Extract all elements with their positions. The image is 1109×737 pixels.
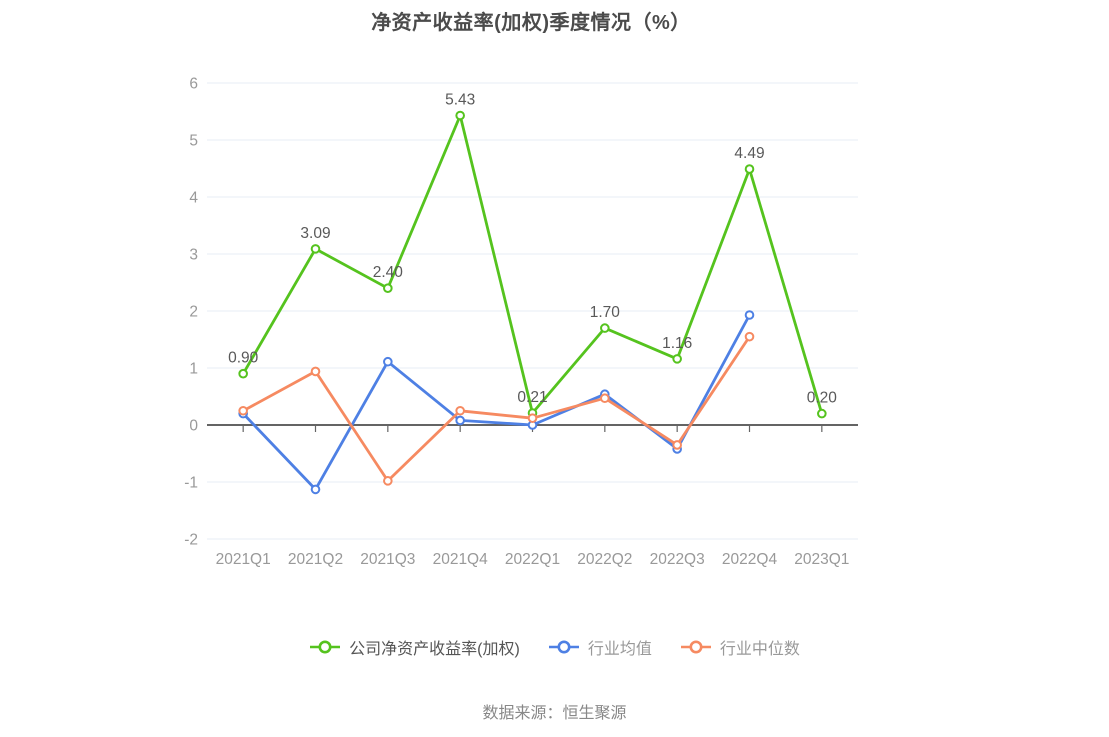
data-point-marker bbox=[456, 112, 464, 120]
line-chart: -2 -1 0 1 2 3 4 5 6 2021Q1 2021Q2 2021Q3 2021Q4 2022Q… bbox=[0, 0, 1109, 600]
data-point-marker bbox=[746, 311, 754, 319]
data-point-label: 5.43 bbox=[445, 91, 475, 108]
y-axis-label: 1 bbox=[189, 361, 198, 378]
y-axis-label: 5 bbox=[189, 133, 198, 150]
data-point-marker bbox=[456, 407, 464, 415]
x-axis-label: 2021Q2 bbox=[288, 551, 343, 568]
data-point-marker bbox=[312, 245, 320, 253]
data-point-label: 3.09 bbox=[300, 225, 330, 242]
y-axis-label: 3 bbox=[189, 247, 198, 264]
data-point-label: 0.21 bbox=[517, 389, 547, 406]
data-point-label: 1.70 bbox=[590, 304, 621, 321]
x-axis-label: 2021Q3 bbox=[360, 551, 415, 568]
data-point-marker bbox=[818, 410, 826, 418]
data-point-marker bbox=[312, 486, 320, 494]
data-point-marker bbox=[384, 358, 392, 366]
data-source: 数据来源：恒生聚源 bbox=[0, 699, 1109, 723]
data-point-label: 1.16 bbox=[662, 335, 692, 352]
data-point-marker bbox=[746, 165, 754, 173]
y-axis-label: 6 bbox=[189, 76, 198, 93]
x-axis-label: 2023Q1 bbox=[794, 551, 849, 568]
legend-marker-circle bbox=[559, 642, 569, 652]
data-point-marker bbox=[746, 333, 754, 341]
legend-marker-circle bbox=[320, 642, 330, 652]
x-axis-label: 2021Q4 bbox=[433, 551, 489, 568]
x-axis-label: 2022Q4 bbox=[722, 551, 778, 568]
data-point-label: 2.40 bbox=[373, 264, 404, 281]
y-axis-label: -2 bbox=[184, 532, 198, 549]
data-point-marker bbox=[384, 477, 392, 485]
y-axis-label: 4 bbox=[189, 190, 198, 207]
legend-label: 行业均值 bbox=[588, 635, 652, 659]
legend-label: 公司净资产收益率(加权) bbox=[349, 635, 520, 659]
legend-item-industry-median[interactable]: 行业中位数 bbox=[680, 635, 800, 659]
chart-card: 净资产收益率(加权)季度情况（%） -2-101234562021Q12021Q… bbox=[0, 0, 1109, 737]
data-point-label: 0.90 bbox=[228, 350, 259, 367]
data-point-marker bbox=[239, 370, 247, 378]
y-axis-label: 0 bbox=[189, 418, 198, 435]
chart-legend: 公司净资产收益率(加权) 行业均值 行业中位数 bbox=[0, 633, 1109, 661]
legend-marker-icon bbox=[680, 639, 712, 655]
data-point-marker bbox=[384, 284, 392, 292]
legend-marker-icon bbox=[548, 639, 580, 655]
x-axis-label: 2022Q2 bbox=[577, 551, 632, 568]
data-point-marker bbox=[239, 407, 247, 415]
x-axis-label: 2022Q3 bbox=[650, 551, 705, 568]
data-point-label: 4.49 bbox=[734, 145, 764, 162]
data-point-marker bbox=[529, 414, 537, 422]
data-point-marker bbox=[601, 324, 609, 332]
data-point-marker bbox=[601, 394, 609, 402]
x-axis-label: 2022Q1 bbox=[505, 551, 560, 568]
data-point-marker bbox=[673, 355, 681, 363]
legend-label: 行业中位数 bbox=[720, 635, 800, 659]
data-point-marker bbox=[312, 368, 320, 376]
x-axis-label: 2021Q1 bbox=[216, 551, 271, 568]
y-axis-label: -1 bbox=[184, 475, 198, 492]
legend-marker-icon bbox=[309, 639, 341, 655]
data-point-marker bbox=[456, 417, 464, 425]
legend-item-industry-mean[interactable]: 行业均值 bbox=[548, 635, 652, 659]
data-point-label: 0.20 bbox=[807, 390, 838, 407]
legend-item-company-roe[interactable]: 公司净资产收益率(加权) bbox=[309, 635, 520, 659]
y-axis-label: 2 bbox=[189, 304, 198, 321]
legend-marker-circle bbox=[691, 642, 701, 652]
data-point-marker bbox=[673, 441, 681, 449]
